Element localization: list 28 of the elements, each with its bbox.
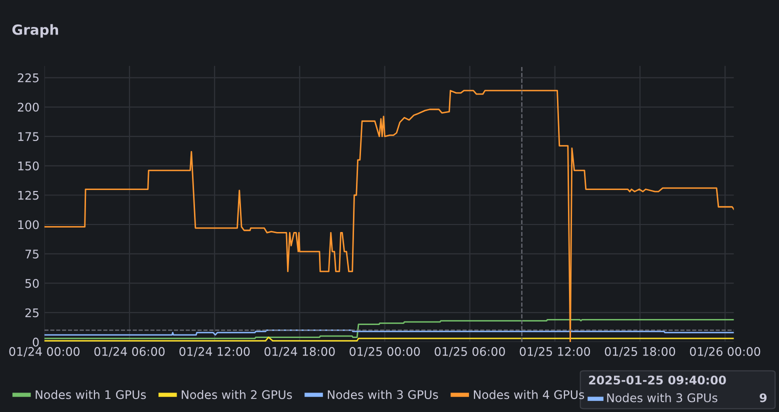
y-tick-label: 150 xyxy=(18,161,39,170)
text: Nodes with 3 GPUs xyxy=(607,393,718,402)
x-tick-label: 01/24 18:00 xyxy=(264,347,335,357)
y-tick-label: 125 xyxy=(18,190,39,200)
legend-label: Nodes with 1 GPUs xyxy=(36,390,146,400)
x-tick-label: 01/24 06:00 xyxy=(94,347,165,357)
y-tick-label: 225 xyxy=(18,73,39,82)
y-tick-label: 200 xyxy=(18,102,39,112)
legend-label: Nodes with 2 GPUs xyxy=(182,390,292,400)
x-tick-label: 01/25 12:00 xyxy=(520,347,590,357)
legend-label: Nodes with 3 GPUs xyxy=(328,390,438,400)
x-tick-label: 01/24 12:00 xyxy=(179,347,250,357)
y-tick-label: 0 xyxy=(32,338,39,347)
text: 9 xyxy=(760,393,767,402)
x-tick-label: 01/26 00:00 xyxy=(690,347,760,357)
legend-label: Nodes with 4 GPUs xyxy=(474,390,584,400)
x-tick-label: 01/25 06:00 xyxy=(434,347,505,357)
line-series xyxy=(44,318,734,340)
y-tick-label: 175 xyxy=(18,132,39,142)
chart-title: Graph xyxy=(12,24,58,38)
y-tick-label: 25 xyxy=(25,308,39,318)
y-tick-label: 100 xyxy=(18,220,39,230)
x-tick-label: 01/25 00:00 xyxy=(350,347,420,357)
text: 2025-01-25 09:40:00 xyxy=(589,376,726,385)
x-tick-label: 01/25 18:00 xyxy=(604,347,676,357)
x-tick-label: 01/24 00:00 xyxy=(9,347,80,357)
y-tick-label: 75 xyxy=(25,250,39,259)
y-tick-label: 50 xyxy=(25,278,39,288)
